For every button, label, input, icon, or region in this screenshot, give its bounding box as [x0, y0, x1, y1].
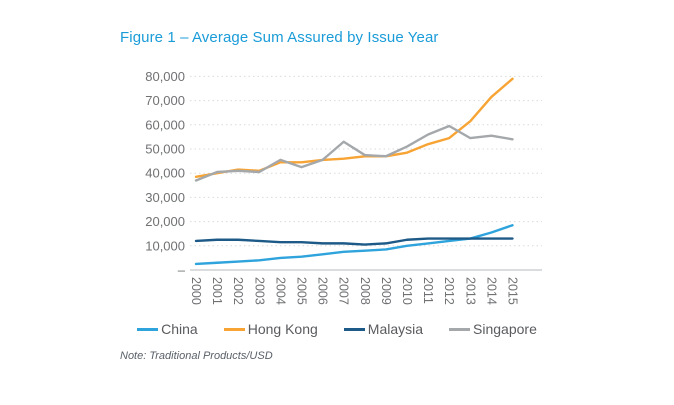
- x-axis-tick-label: 2003: [252, 277, 266, 305]
- x-axis-tick-label: 2004: [273, 277, 287, 305]
- legend-label: Hong Kong: [247, 321, 318, 337]
- x-axis-tick-label: 2007: [337, 277, 351, 305]
- x-axis-tick-label: 2012: [442, 277, 456, 305]
- legend-item-singapore: Singapore: [449, 321, 537, 337]
- y-axis-tick-label: 80,000: [145, 69, 185, 84]
- series-line-malaysia: [194, 237, 514, 246]
- x-axis-tick-label: 2005: [295, 277, 309, 305]
- y-axis-tick-label: 40,000: [145, 166, 185, 181]
- x-axis-tick-label: 2014: [484, 277, 498, 305]
- x-axis-tick-label: 2000: [189, 277, 203, 305]
- y-axis-tick-label: 70,000: [145, 93, 185, 108]
- legend-swatch-china: [137, 327, 159, 331]
- x-axis-tick-label: 2008: [358, 277, 372, 305]
- legend-label: Malaysia: [367, 321, 424, 337]
- x-axis-tick-label: 2001: [210, 277, 224, 305]
- legend-item-malaysia: Malaysia: [343, 321, 424, 337]
- chart-note: Note: Traditional Products/USD: [120, 350, 273, 362]
- y-axis-tick-label: 60,000: [145, 117, 185, 132]
- x-axis-tick-label: 2002: [231, 277, 245, 305]
- x-axis-tick-label: 2011: [421, 277, 435, 304]
- legend-item-china: China: [137, 321, 198, 337]
- y-axis-tick-label: –: [178, 263, 186, 278]
- legend-label: China: [161, 321, 198, 337]
- legend-label: Singapore: [473, 321, 537, 337]
- chart-legend: China Hong Kong Malaysia Singapore: [0, 321, 674, 337]
- legend-item-hong-kong: Hong Kong: [223, 321, 318, 337]
- series-line-hong-kong: [194, 77, 514, 179]
- legend-swatch-singapore: [449, 327, 471, 331]
- x-axis-tick-label: 2013: [463, 277, 477, 305]
- x-axis-tick-label: 2009: [379, 277, 393, 305]
- series-line-singapore: [194, 124, 514, 182]
- y-axis-tick-label: 50,000: [145, 142, 185, 157]
- y-axis-tick-label: 30,000: [145, 190, 185, 205]
- x-axis-tick-label: 2006: [316, 277, 330, 305]
- series-line-china: [194, 224, 514, 266]
- legend-swatch-malaysia: [343, 327, 365, 331]
- x-axis-tick-label: 2015: [506, 277, 520, 305]
- y-axis-tick-label: 10,000: [145, 238, 185, 253]
- legend-swatch-hong-kong: [223, 327, 245, 331]
- x-axis-tick-label: 2010: [400, 277, 414, 305]
- y-axis-tick-label: 20,000: [145, 214, 185, 229]
- chart-title: Figure 1 – Average Sum Assured by Issue …: [120, 29, 439, 46]
